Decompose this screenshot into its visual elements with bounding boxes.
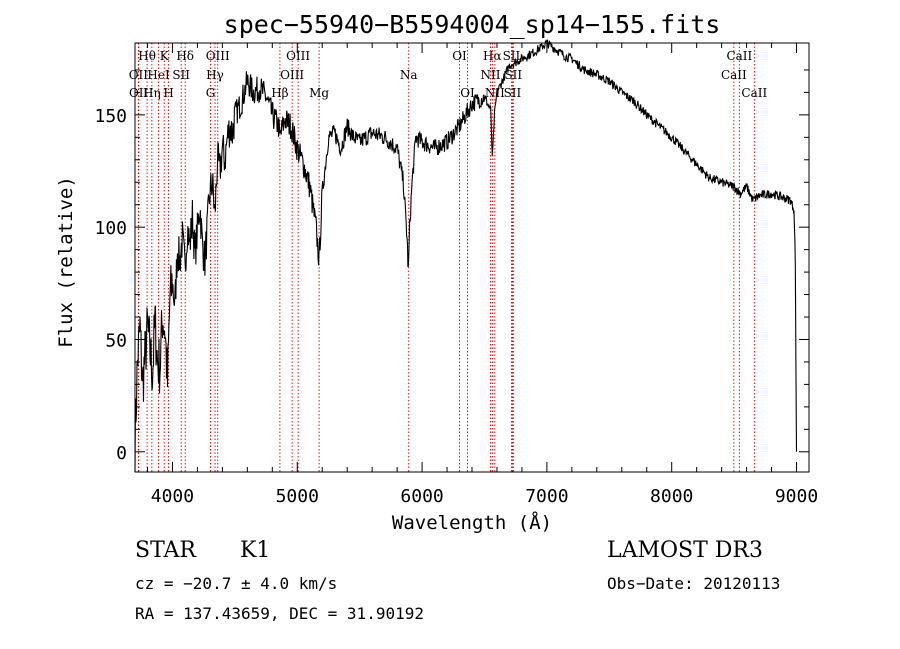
observation-date: Obs−Date: 20120113 [607, 574, 781, 593]
line-label-23: SII [504, 68, 522, 82]
y-tick-label: 100 [94, 218, 127, 239]
x-tick-label: 9000 [775, 486, 818, 507]
x-tick-label: 5000 [276, 486, 319, 507]
y-tick-label: 0 [116, 443, 127, 464]
line-label-25: CaII [726, 49, 752, 63]
line-label-19: Hα [483, 49, 502, 63]
line-label-14: OIII [286, 49, 310, 63]
spectrum-line [134, 39, 798, 473]
line-label-21: NII [485, 86, 505, 100]
line-label-11: G [206, 86, 216, 100]
x-axis-label: Wavelength (Å) [392, 511, 552, 534]
line-label-24: SII [504, 86, 522, 100]
y-tick-label: 150 [94, 106, 127, 127]
y-tick-label: 50 [105, 330, 127, 351]
chart-title: spec−55940−B5594004_sp14−155.fits [224, 10, 721, 39]
line-label-3: Hη [143, 86, 161, 100]
line-label-13: OIII [280, 68, 304, 82]
line-label-2: OII [129, 86, 149, 100]
line-label-8: Hδ [176, 49, 194, 63]
survey-name: LAMOST DR3 [607, 538, 763, 563]
line-label-7: SII [172, 68, 190, 82]
spectrum-series [134, 39, 798, 473]
object-subclass: K1 [240, 538, 271, 563]
line-label-0: Hθ [138, 49, 156, 63]
y-axis-label: Flux (relative) [55, 176, 77, 348]
x-tick-label: 7000 [525, 486, 568, 507]
line-label-20: NII [480, 68, 500, 82]
x-tick-label: 8000 [650, 486, 693, 507]
y-axis: 0 50 100 150 [94, 69, 809, 464]
line-label-5: K [160, 49, 170, 63]
line-label-15: Mg [309, 86, 329, 100]
line-label-10: Hγ [206, 68, 224, 82]
line-label-18: OI [460, 86, 475, 100]
ra-dec: RA = 137.43659, DEC = 31.90192 [135, 604, 424, 623]
redshift-cz: cz = −20.7 ± 4.0 km/s [135, 574, 338, 593]
x-tick-label: 6000 [400, 486, 443, 507]
line-label-17: OI [452, 49, 467, 63]
object-class: STAR [135, 538, 196, 563]
x-tick-label: 4000 [151, 486, 194, 507]
line-label-16: Na [400, 68, 418, 82]
line-label-22: SII [503, 49, 521, 63]
line-label-12: Hβ [271, 86, 288, 100]
line-label-4: HeI [147, 68, 170, 82]
x-axis: 4000 5000 6000 7000 8000 9000 [146, 43, 818, 507]
line-label-26: CaII [721, 68, 747, 82]
line-label-27: CaII [741, 86, 767, 100]
line-label-6: H [163, 86, 173, 100]
line-label-9: OIII [206, 49, 230, 63]
